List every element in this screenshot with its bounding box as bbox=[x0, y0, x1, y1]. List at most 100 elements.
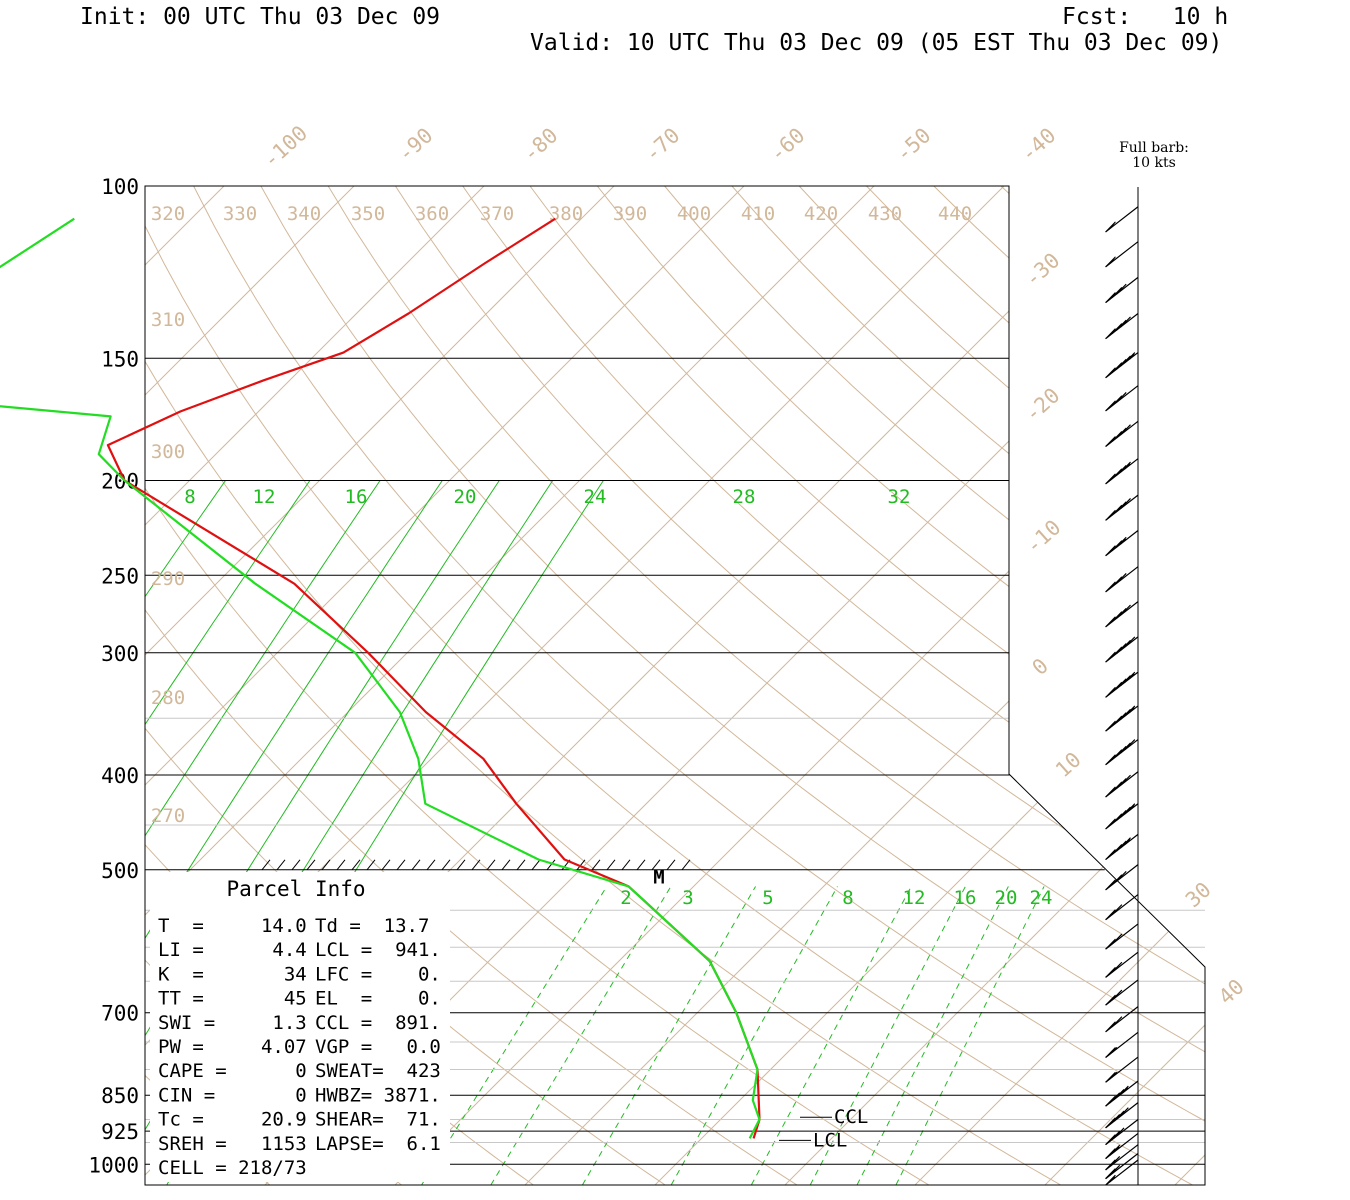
wind-full-barb bbox=[1105, 1159, 1116, 1171]
wind-barb bbox=[1105, 420, 1139, 447]
isotherm-label: -60 bbox=[765, 123, 809, 166]
theta-label: 290 bbox=[151, 568, 185, 590]
wind-barb bbox=[1105, 671, 1139, 698]
wind-barb bbox=[1105, 1132, 1139, 1160]
mixing-ratio-line bbox=[421, 886, 608, 1185]
mixing-ratio-label: 16 bbox=[954, 887, 977, 909]
wind-full-barb bbox=[1111, 989, 1123, 1001]
mixing-ratio-label: 24 bbox=[584, 486, 607, 508]
dewpoint-profile bbox=[0, 217, 761, 1139]
hatch-mark bbox=[261, 859, 271, 871]
init-time: Init: 00 UTC Thu 03 Dec 09 bbox=[80, 4, 441, 30]
wind-full-barb bbox=[1111, 681, 1123, 693]
isotherm-line bbox=[145, 186, 355, 1185]
wind-barb bbox=[1105, 833, 1139, 861]
mixing-ratio-label: 3 bbox=[682, 887, 693, 909]
wind-full-barb bbox=[1115, 840, 1127, 852]
wind-full-barb bbox=[1111, 576, 1123, 588]
wind-full-barb bbox=[1105, 1174, 1116, 1186]
wind-barb bbox=[1105, 206, 1139, 233]
dry-adiabat bbox=[394, 186, 1205, 1185]
wind-full-barb bbox=[1115, 870, 1127, 882]
wind-full-barb bbox=[1115, 573, 1127, 584]
wind-barb bbox=[1105, 458, 1139, 485]
parcel-info-left: CIN = 0 bbox=[158, 1084, 307, 1106]
pressure-label: 500 bbox=[101, 859, 139, 883]
wind-full-barb bbox=[1115, 391, 1127, 403]
dry-adiabat bbox=[145, 186, 930, 1185]
wind-full-barb bbox=[1115, 427, 1127, 439]
upper-curve bbox=[145, 480, 443, 1185]
wind-full-barb bbox=[1120, 316, 1131, 328]
theta-label: 430 bbox=[868, 203, 902, 225]
wind-full-barb bbox=[1124, 705, 1136, 717]
wind-barb bbox=[1105, 276, 1139, 304]
wind-full-barb bbox=[1120, 837, 1131, 849]
wind-barb bbox=[1105, 864, 1139, 891]
wind-full-barb bbox=[1109, 1156, 1121, 1167]
wind-full-barb bbox=[1120, 675, 1131, 686]
wind-pennant bbox=[1105, 581, 1116, 593]
isotherm-line bbox=[394, 186, 1205, 1185]
wind-full-barb bbox=[1111, 813, 1123, 825]
wind-half-barb bbox=[1128, 673, 1135, 680]
wind-pennant bbox=[1105, 651, 1116, 663]
isotherm-label: 0 bbox=[1028, 654, 1053, 680]
parcel-info-left: LI = 4.4 bbox=[158, 939, 307, 961]
hatch-mark bbox=[411, 859, 421, 871]
lcl-label: LCL bbox=[813, 1129, 847, 1151]
isotherm-line bbox=[784, 186, 1205, 1185]
wind-full-barb bbox=[1111, 1016, 1123, 1028]
wind-pennant bbox=[1105, 720, 1116, 732]
wind-barb bbox=[1105, 951, 1139, 978]
dry-adiabat bbox=[0, 186, 138, 1185]
isotherm-label: 10 bbox=[1051, 747, 1086, 782]
wind-barb bbox=[1105, 241, 1139, 268]
pressure-label: 850 bbox=[101, 1084, 139, 1108]
wind-half-barb bbox=[1124, 838, 1131, 845]
wind-full-barb bbox=[1113, 1088, 1125, 1100]
wind-pennant bbox=[1105, 545, 1116, 557]
wind-full-barb bbox=[1111, 540, 1123, 552]
wind-full-barb bbox=[1111, 323, 1123, 335]
hatch-mark bbox=[651, 859, 661, 871]
wind-pennant bbox=[1105, 292, 1116, 303]
isotherm-label: 40 bbox=[1214, 974, 1249, 1009]
mixing-ratio-label: 12 bbox=[253, 486, 276, 508]
wind-full-barb bbox=[1111, 933, 1123, 945]
wind-legend-line1: Full barb: bbox=[1119, 140, 1189, 156]
wind-barb bbox=[1105, 1031, 1139, 1058]
wind-full-barb bbox=[1124, 739, 1136, 751]
dry-adiabat bbox=[798, 186, 1205, 1185]
dry-adiabat bbox=[462, 186, 1205, 1185]
wind-full-barb bbox=[1115, 607, 1127, 619]
theta-label: 300 bbox=[151, 441, 185, 463]
theta-label: 280 bbox=[151, 687, 185, 709]
wind-pennant bbox=[1105, 786, 1116, 798]
wind-pennant bbox=[1105, 754, 1116, 766]
wind-full-barb bbox=[1111, 961, 1123, 973]
upper-curve bbox=[145, 480, 311, 1185]
wind-pennant bbox=[1105, 909, 1116, 921]
mixing-ratio-label: 8 bbox=[842, 887, 853, 909]
dry-adiabat bbox=[145, 186, 1061, 1185]
hatch-mark bbox=[546, 859, 556, 871]
wind-barb bbox=[1105, 636, 1139, 663]
wind-full-barb bbox=[1115, 501, 1127, 513]
wind-full-barb bbox=[1111, 468, 1123, 480]
wind-barb bbox=[1105, 352, 1139, 379]
wind-full-barb bbox=[1105, 1095, 1116, 1107]
theta-label: 330 bbox=[223, 203, 257, 225]
hatch-mark bbox=[681, 859, 691, 871]
hatch-mark bbox=[606, 859, 616, 871]
hatch-mark bbox=[276, 859, 286, 871]
wind-legend-line2: 10 kts bbox=[1132, 155, 1176, 171]
mixing-ratio-line bbox=[490, 886, 672, 1185]
upper-curve bbox=[145, 480, 381, 1185]
wind-full-barb bbox=[1111, 874, 1123, 886]
hatch-mark bbox=[501, 859, 511, 871]
wind-pennant bbox=[1105, 509, 1116, 521]
hatch-mark bbox=[396, 859, 406, 871]
wind-pennant bbox=[1105, 367, 1116, 379]
